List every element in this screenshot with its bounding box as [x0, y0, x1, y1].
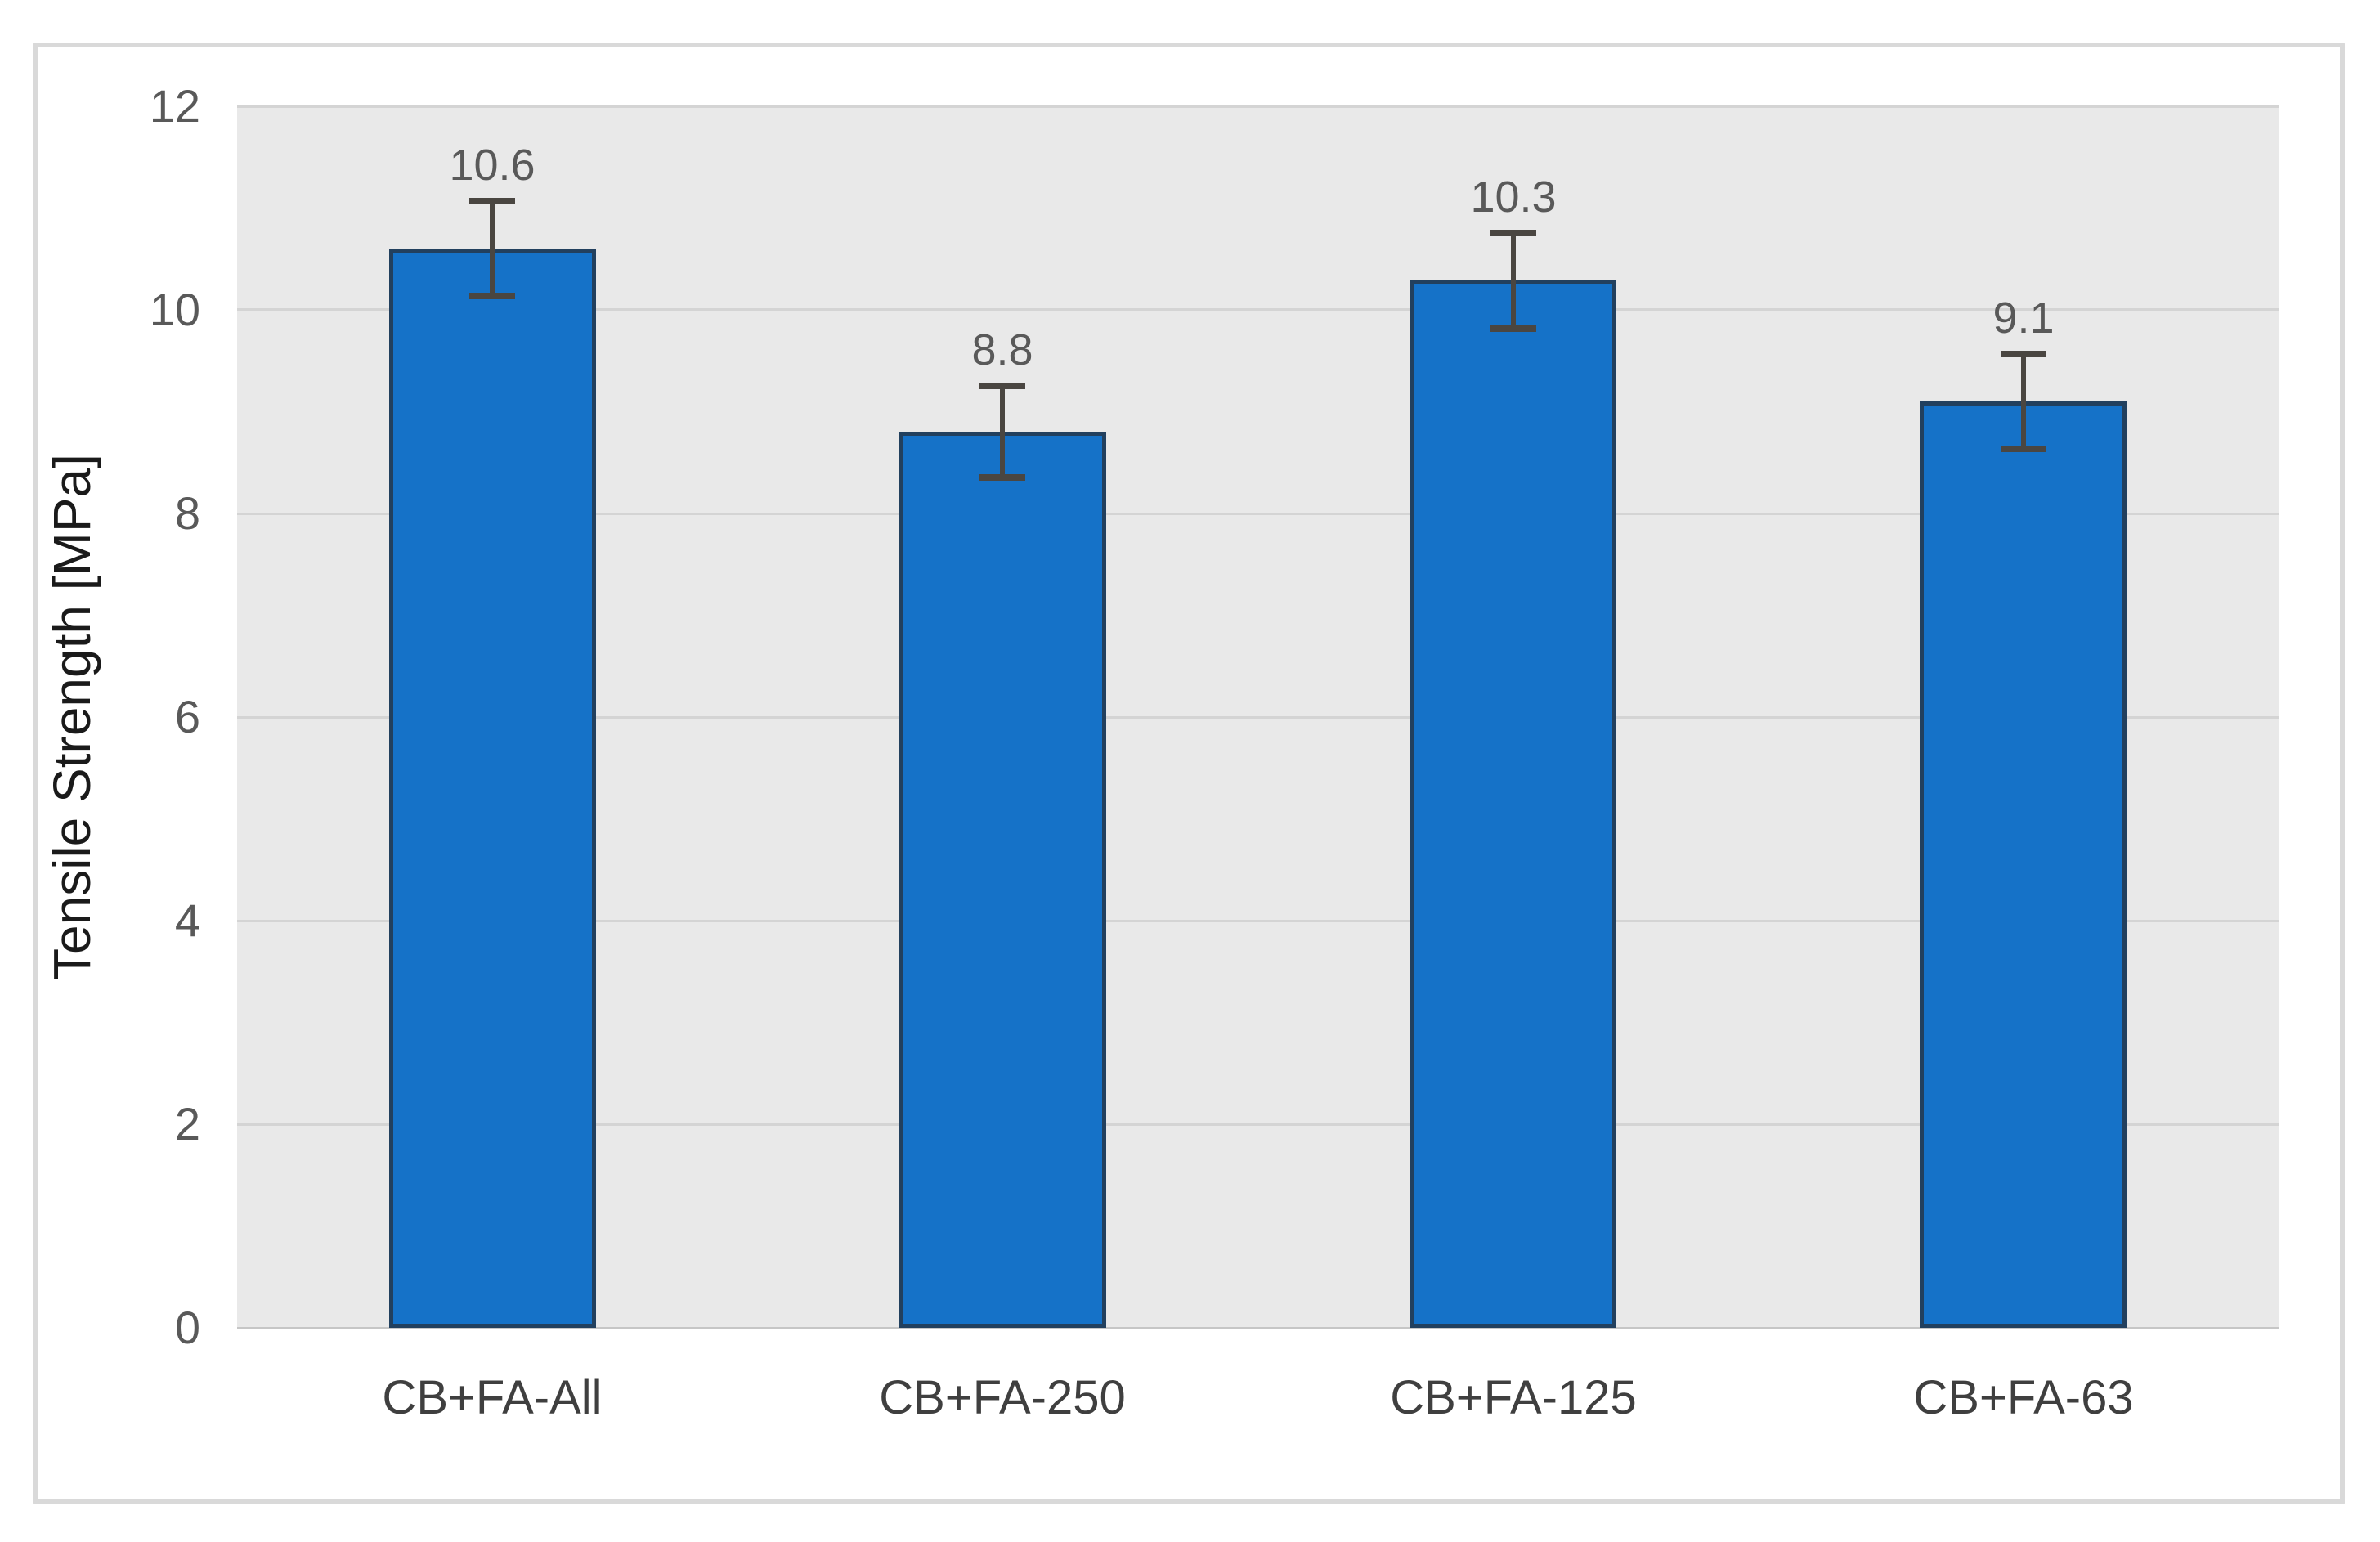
error-bar-bottom-cap — [979, 474, 1025, 481]
error-bar-bottom-cap — [1490, 325, 1536, 332]
bar — [389, 249, 596, 1328]
error-bar-line — [2021, 356, 2026, 447]
error-bar-top-cap — [469, 198, 515, 204]
bar-data-label: 10.6 — [449, 141, 536, 190]
error-bar-line — [1000, 388, 1005, 476]
bar-data-label: 10.3 — [1470, 173, 1557, 222]
x-category-label: CB+FA-63 — [1913, 1371, 2134, 1424]
gridline — [237, 308, 2279, 311]
gridline — [237, 920, 2279, 922]
y-tick-label: 2 — [174, 1098, 200, 1150]
y-tick-label: 12 — [149, 80, 200, 132]
gridline — [237, 1123, 2279, 1126]
bar — [1920, 401, 2127, 1328]
error-bar-top-cap — [2001, 351, 2046, 357]
x-category-label: CB+FA-125 — [1390, 1371, 1637, 1424]
gridline — [237, 105, 2279, 108]
x-category-label: CB+FA-250 — [879, 1371, 1126, 1424]
error-bar-line — [490, 203, 495, 294]
error-bar-line — [1511, 235, 1516, 327]
y-tick-label: 10 — [149, 284, 200, 335]
plot-area — [237, 105, 2279, 1329]
gridline — [237, 716, 2279, 719]
bar-data-label: 8.8 — [971, 325, 1033, 374]
bar — [899, 432, 1106, 1328]
error-bar-bottom-cap — [2001, 446, 2046, 452]
y-tick-label: 4 — [174, 894, 200, 946]
y-tick-label: 8 — [174, 487, 200, 539]
x-axis-line — [237, 1327, 2279, 1329]
error-bar-bottom-cap — [469, 293, 515, 299]
y-tick-label: 0 — [174, 1302, 200, 1353]
bar-data-label: 9.1 — [1992, 294, 2055, 343]
gridline — [237, 513, 2279, 515]
error-bar-top-cap — [1490, 230, 1536, 236]
error-bar-top-cap — [979, 383, 1025, 389]
x-category-label: CB+FA-All — [382, 1371, 603, 1424]
y-tick-label: 6 — [174, 691, 200, 742]
bar — [1410, 280, 1616, 1328]
